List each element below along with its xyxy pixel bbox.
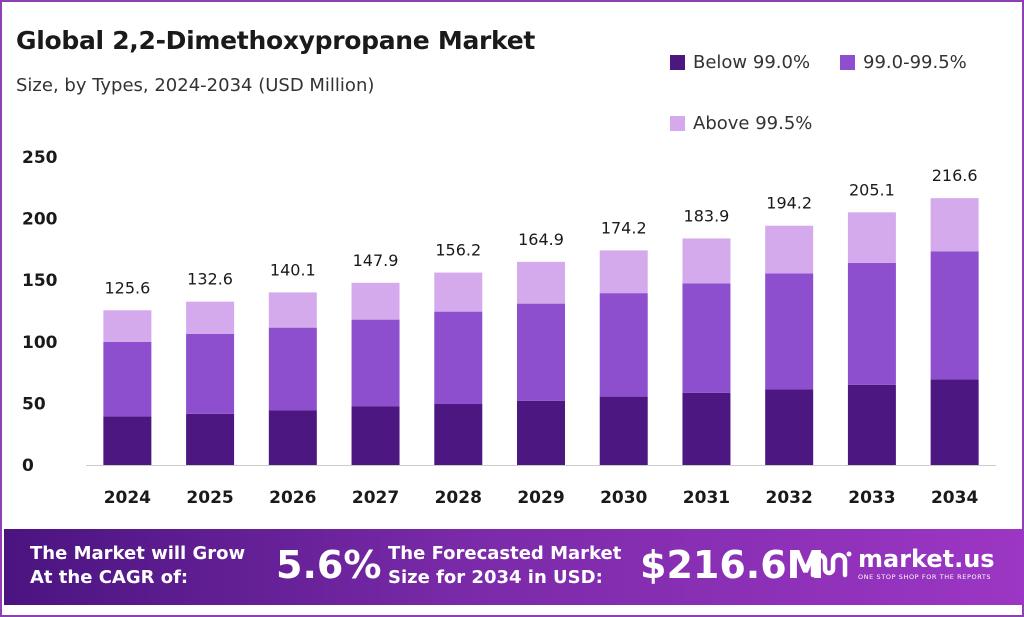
forecast-caption: The Forecasted Market Size for 2034 in U… [388, 542, 621, 590]
bar-total-label: 164.9 [518, 230, 564, 249]
bar-segment [847, 212, 896, 263]
legend-swatch-99-to-99-5 [840, 55, 855, 70]
bar-segment [847, 262, 896, 385]
x-tick-label: 2028 [435, 488, 482, 508]
bar-segment [930, 198, 979, 252]
cagr-value: 5.6% [276, 543, 382, 587]
brand-logo: market.us ONE STOP SHOP FOR THE REPORTS [810, 546, 995, 581]
chart-title: Global 2,2-Dimethoxypropane Market [16, 26, 535, 55]
y-tick-label: 50 [22, 394, 46, 414]
bar-total-label: 194.2 [766, 194, 812, 213]
cagr-caption-line2: At the CAGR of: [30, 567, 189, 588]
forecast-caption-line2: Size for 2034 in USD: [388, 567, 603, 588]
bar-total-label: 147.9 [353, 251, 399, 270]
x-tick-label: 2026 [269, 488, 316, 508]
x-tick-label: 2033 [848, 488, 895, 508]
bar-total-label: 216.6 [932, 166, 978, 185]
bar-segment [517, 303, 565, 401]
brand-tagline: ONE STOP SHOP FOR THE REPORTS [858, 573, 992, 581]
bar-segment [103, 416, 152, 465]
bar-segment [434, 404, 483, 465]
legend-swatch-above-99-5 [670, 116, 685, 131]
bar-total-label: 125.6 [104, 278, 150, 297]
bar-segment [765, 389, 814, 465]
legend-item-above-99-5: Above 99.5% [670, 113, 812, 134]
legend-label-above-99-5: Above 99.5% [693, 113, 813, 134]
bar-segment [351, 406, 400, 465]
bar-total-label: 132.6 [187, 270, 233, 289]
forecast-value: $216.6M [640, 543, 825, 587]
bar-segment [682, 283, 731, 393]
y-tick-label: 100 [22, 333, 58, 353]
bar-segment [517, 400, 565, 465]
bar-segment [268, 327, 317, 411]
bar-segment [682, 392, 731, 465]
bar-segment [351, 319, 400, 407]
bar-total-label: 183.9 [684, 206, 730, 225]
chart-subtitle: Size, by Types, 2024-2034 (USD Million) [16, 75, 375, 96]
cagr-caption: The Market will Grow At the CAGR of: [30, 542, 245, 590]
bar-segment [599, 396, 648, 465]
x-tick-label: 2027 [352, 488, 399, 508]
y-tick-label: 0 [22, 456, 34, 476]
y-tick-label: 200 [22, 210, 58, 230]
bar-segment [930, 379, 979, 465]
bar-total-label: 156.2 [435, 241, 481, 260]
bar-total-label: 205.1 [849, 180, 895, 199]
bar-segment [682, 238, 731, 284]
legend-item-below-99: Below 99.0% [670, 52, 810, 73]
bar-segment [103, 341, 152, 417]
legend-label-below-99: Below 99.0% [693, 52, 811, 73]
x-tick-label: 2032 [766, 488, 813, 508]
bar-total-label: 174.2 [601, 218, 647, 237]
bar-segment [765, 273, 814, 390]
y-tick-label: 250 [22, 148, 58, 168]
x-tick-label: 2031 [683, 488, 730, 508]
x-tick-label: 2034 [931, 488, 978, 508]
bar-segment [103, 310, 152, 342]
y-tick-label: 150 [22, 271, 58, 291]
market-us-logo-icon [810, 551, 852, 577]
x-tick-label: 2030 [600, 488, 647, 508]
bar-segment [847, 384, 896, 465]
bar-segment [434, 311, 483, 405]
legend-swatch-below-99 [670, 55, 685, 70]
x-tick-label: 2029 [517, 488, 564, 508]
cagr-caption-line1: The Market will Grow [30, 543, 246, 564]
bar-segment [351, 282, 400, 320]
bar-segment [599, 250, 648, 294]
legend-label-99-to-99-5: 99.0-99.5% [863, 52, 967, 73]
stacked-bar-chart: 0 50 100 150 200 250 125.6 2024 132.6 2025 140.1 20… [22, 148, 996, 508]
bar-segment [517, 261, 565, 304]
bar-total-label: 140.1 [270, 260, 316, 279]
bar-segment [186, 413, 235, 465]
bar-segment [599, 293, 648, 397]
bar-segment [268, 292, 317, 328]
bar-segment [186, 301, 235, 334]
bar-segment [930, 251, 979, 380]
bar-segment [434, 272, 483, 312]
x-tick-label: 2024 [104, 488, 151, 508]
bar-segment [268, 410, 317, 465]
forecast-caption-line1: The Forecasted Market [388, 543, 622, 564]
x-tick-label: 2025 [186, 488, 233, 508]
footer-banner: The Market will Grow At the CAGR of: 5.6… [4, 529, 1024, 605]
bar-segment [765, 225, 814, 274]
legend-item-99-to-99-5: 99.0-99.5% [840, 52, 967, 73]
brand-name: market.us [858, 545, 995, 573]
bar-segment [186, 333, 235, 414]
